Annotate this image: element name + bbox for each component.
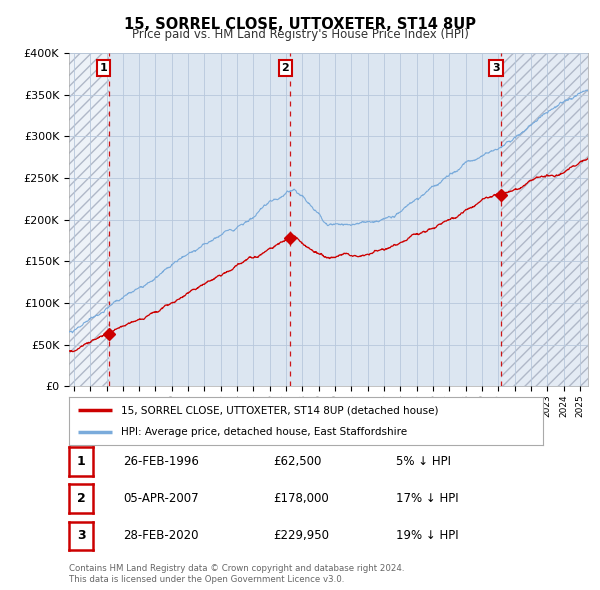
Text: 3: 3	[77, 529, 85, 542]
Text: 28-FEB-2020: 28-FEB-2020	[123, 529, 199, 542]
Text: 2: 2	[281, 63, 289, 73]
Text: Contains HM Land Registry data © Crown copyright and database right 2024.: Contains HM Land Registry data © Crown c…	[69, 565, 404, 573]
Bar	[501, 53, 588, 386]
Text: £62,500: £62,500	[273, 455, 322, 468]
Text: 3: 3	[492, 63, 500, 73]
Text: £229,950: £229,950	[273, 529, 329, 542]
Text: 1: 1	[100, 63, 107, 73]
Text: HPI: Average price, detached house, East Staffordshire: HPI: Average price, detached house, East…	[121, 427, 407, 437]
Text: 17% ↓ HPI: 17% ↓ HPI	[396, 492, 458, 505]
Text: Price paid vs. HM Land Registry's House Price Index (HPI): Price paid vs. HM Land Registry's House …	[131, 28, 469, 41]
Text: 26-FEB-1996: 26-FEB-1996	[123, 455, 199, 468]
Text: 2: 2	[77, 492, 85, 505]
Text: This data is licensed under the Open Government Licence v3.0.: This data is licensed under the Open Gov…	[69, 575, 344, 584]
Text: 05-APR-2007: 05-APR-2007	[123, 492, 199, 505]
Text: 15, SORREL CLOSE, UTTOXETER, ST14 8UP (detached house): 15, SORREL CLOSE, UTTOXETER, ST14 8UP (d…	[121, 405, 439, 415]
Text: 15, SORREL CLOSE, UTTOXETER, ST14 8UP: 15, SORREL CLOSE, UTTOXETER, ST14 8UP	[124, 17, 476, 31]
Bar	[69, 53, 109, 386]
Text: 1: 1	[77, 455, 85, 468]
Text: £178,000: £178,000	[273, 492, 329, 505]
Text: 19% ↓ HPI: 19% ↓ HPI	[396, 529, 458, 542]
Text: 5% ↓ HPI: 5% ↓ HPI	[396, 455, 451, 468]
